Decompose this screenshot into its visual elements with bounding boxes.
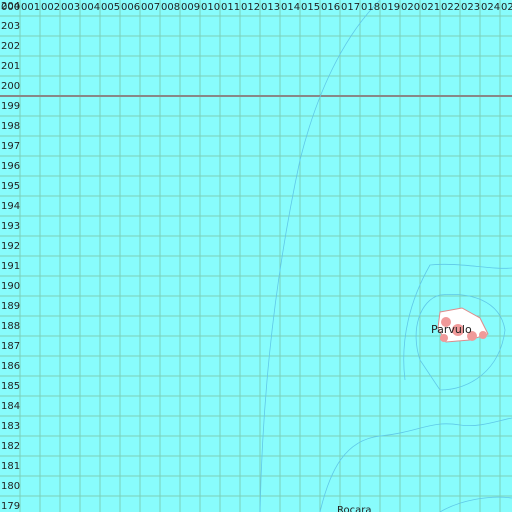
column-label: 008 [161,2,180,13]
island-feature [440,334,448,342]
contour [259,0,381,512]
column-label: 012 [241,2,260,13]
row-label: 204 [1,1,20,12]
row-label: 191 [1,261,20,272]
row-label: 200 [1,81,20,92]
row-label: 179 [1,501,20,512]
column-label: 020 [401,2,420,13]
column-label: 021 [421,2,440,13]
island-feature [441,317,451,327]
island-feature [479,331,487,339]
row-label: 180 [1,481,20,492]
contour [439,496,512,512]
column-label: 023 [461,2,480,13]
column-label: 024 [481,2,500,13]
row-label: 193 [1,221,20,232]
column-label: 025 [501,2,512,13]
column-label: 003 [61,2,80,13]
column-label: 005 [101,2,120,13]
row-label: 197 [1,141,20,152]
column-label: 004 [81,2,100,13]
column-label: 007 [141,2,160,13]
row-label: 194 [1,201,20,212]
island-feature [452,324,464,336]
row-label: 182 [1,441,20,452]
row-label: 185 [1,381,20,392]
column-label: 013 [261,2,280,13]
row-label: 186 [1,361,20,372]
row-label: 184 [1,401,20,412]
row-label: 198 [1,121,20,132]
column-label: 010 [201,2,220,13]
contour [319,417,512,512]
column-label: 011 [221,2,240,13]
column-label: 022 [441,2,460,13]
column-label: 000 [1,2,20,13]
row-label: 189 [1,301,20,312]
place-label: Rocara [337,505,371,512]
column-label: 015 [301,2,320,13]
column-label: 018 [361,2,380,13]
row-label: 203 [1,21,20,32]
row-label: 188 [1,321,20,332]
column-label: 009 [181,2,200,13]
column-label: 014 [281,2,300,13]
row-label: 192 [1,241,20,252]
row-label: 196 [1,161,20,172]
column-label: 019 [381,2,400,13]
column-label: 016 [321,2,340,13]
contour [403,263,512,381]
contour [415,294,506,391]
row-label: 195 [1,181,20,192]
column-label: 001 [21,2,40,13]
row-label: 183 [1,421,20,432]
island-feature [467,331,477,341]
row-label: 187 [1,341,20,352]
column-label: 006 [121,2,140,13]
row-label: 190 [1,281,20,292]
row-label: 201 [1,61,20,72]
place-label: Parvulo [431,323,472,336]
column-label: 017 [341,2,360,13]
row-label: 202 [1,41,20,52]
row-label: 181 [1,461,20,472]
row-label: 199 [1,101,20,112]
column-label: 002 [41,2,60,13]
